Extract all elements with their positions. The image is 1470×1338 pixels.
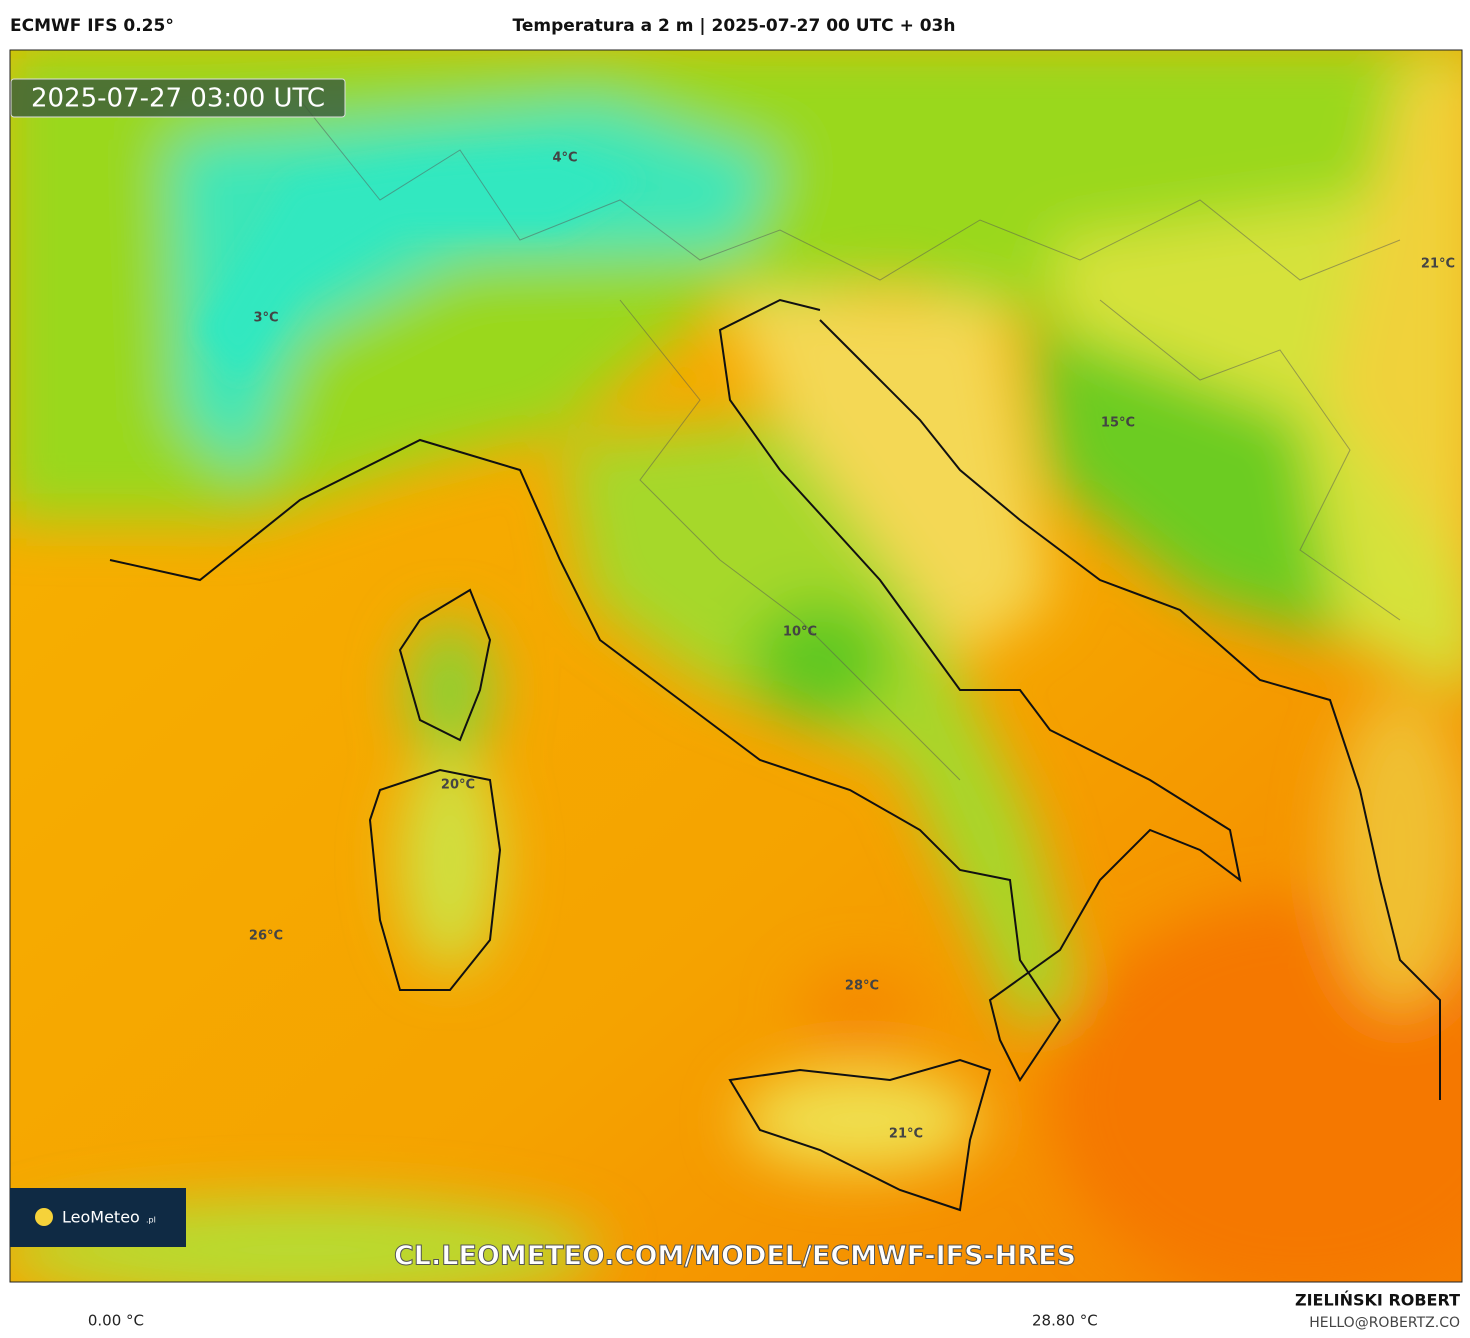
watermark: CL.LEOMETEO.COM/MODEL/ECMWF-IFS-HRES (394, 1241, 1076, 1272)
temperature-label: 20°C (441, 778, 475, 793)
map-labels: 4°C 3°C 10°C 15°C 21°C 20°C 26°C 28°C 21°C (249, 151, 1455, 1142)
logo-name: LeoMeteo (62, 1208, 140, 1227)
temperature-label: 15°C (1101, 416, 1135, 431)
colorbar-max-label: 28.80 °C (1032, 1312, 1098, 1330)
temperature-label: 26°C (249, 929, 283, 944)
email: HELLO@ROBERTZ.CO (1309, 1315, 1460, 1331)
timestamp-box (10, 78, 346, 118)
colorbar-min-label: 0.00 °C (88, 1312, 144, 1330)
logo-suffix: .pl (146, 1216, 156, 1225)
temperature-label: 3°C (253, 311, 278, 326)
model-name: ECMWF IFS 0.25° (10, 16, 174, 36)
timestamp: 2025-07-27 03:00 UTC (31, 84, 325, 114)
author: ZIELIŃSKI ROBERT (1295, 1291, 1460, 1310)
temperature-label: 10°C (783, 625, 817, 640)
map (10, 50, 1462, 1282)
temperature-label: 21°C (1421, 257, 1455, 272)
temperature-label: 21°C (889, 1127, 923, 1142)
logo-sun (35, 1208, 53, 1226)
temperature-label: 4°C (552, 151, 577, 166)
map-title: Temperatura a 2 m | 2025-07-27 00 UTC + … (513, 16, 956, 36)
temperature-label: 28°C (845, 979, 879, 994)
map-frame (9, 49, 1463, 1283)
